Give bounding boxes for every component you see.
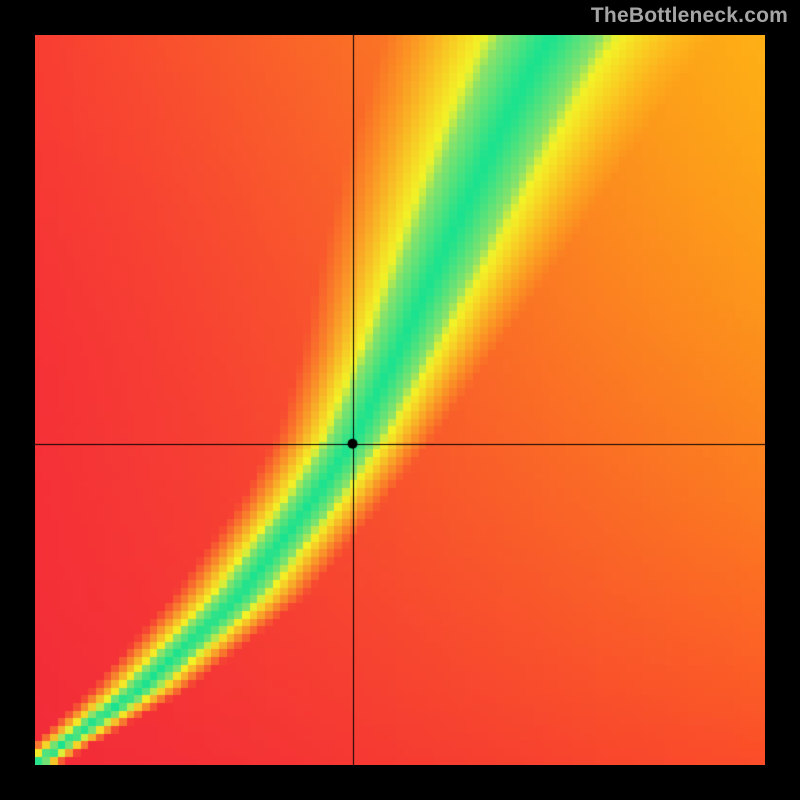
stage: TheBottleneck.com (0, 0, 800, 800)
bottleneck-heatmap (35, 35, 765, 765)
attribution-watermark: TheBottleneck.com (591, 4, 788, 28)
